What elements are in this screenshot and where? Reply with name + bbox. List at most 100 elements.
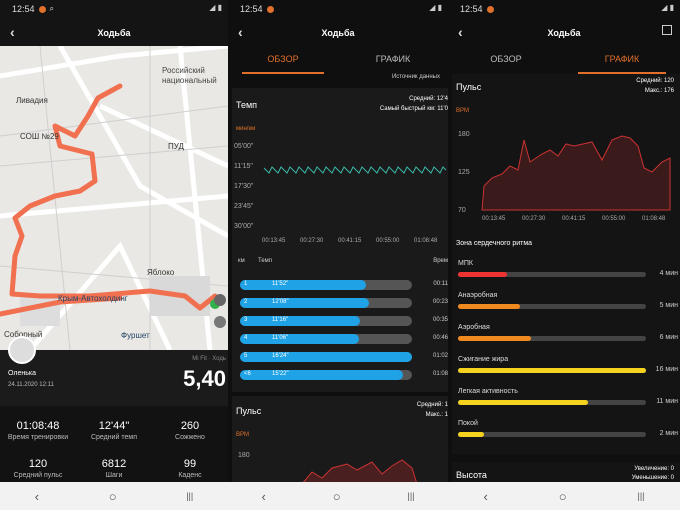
zone-name: Анаэробная [458, 292, 498, 299]
pulse-unit: BPM [456, 108, 470, 114]
pulse-avg: Средний: 1 [416, 402, 448, 408]
map-label: Ливадия [16, 96, 48, 105]
stat-cadence: 99 Каденс [152, 458, 228, 479]
notification-icon [266, 5, 274, 13]
tab-graph[interactable]: ГРАФИК [375, 54, 411, 64]
pulse-chart: 180 125 70 00:13:45 00:27:30 00:41:15 00:55:00… [458, 131, 671, 222]
page-title: Ходьба [97, 28, 131, 38]
nav-recent-button[interactable]: ||| [407, 491, 415, 501]
route-map[interactable]: Российский национальный Ливадия СОШ №29 … [0, 46, 228, 350]
split-pace: 11'16" [272, 317, 289, 323]
map-label: ПУД [168, 142, 184, 151]
pace-x-tick: 01:08:48 [414, 238, 438, 244]
pulse-y-tick: 125 [458, 169, 470, 176]
split-km: <6 [244, 371, 251, 377]
stat-calories: 260 Сожжено [152, 420, 228, 441]
zone-track [458, 304, 646, 309]
split-row: 5 16'24" 01:02 [232, 352, 448, 364]
nav-home-button[interactable]: ○ [332, 488, 341, 504]
pace-x-tick: 00:13:45 [262, 238, 286, 244]
notification-icon [486, 5, 494, 13]
stat-value: 6812 [101, 458, 127, 470]
split-pace: 11'52" [272, 281, 289, 287]
notification-icon [38, 5, 46, 13]
pulse-x-tick: 00:55:00 [602, 216, 626, 222]
map-label: Фуршет [121, 331, 150, 340]
pace-x-tick: 00:27:30 [300, 238, 324, 244]
map-label: Соборный [4, 330, 43, 339]
split-km: 2 [244, 299, 248, 305]
system-nav-bar: ‹ ○ ||| [0, 482, 228, 510]
back-arrow-icon[interactable]: ‹ [10, 24, 15, 40]
split-pace: 12'08" [272, 299, 289, 305]
tab-graph[interactable]: ГРАФИК [564, 48, 680, 74]
zone-row: Покой 2 мин [458, 420, 680, 437]
zone-title: Зона сердечного ритма [456, 240, 533, 247]
tab-overview[interactable]: ОБЗОР [490, 54, 522, 64]
tab-bar: ОБЗОР ГРАФИК [228, 48, 448, 74]
pace-avg: Средний: 12'4 [409, 96, 448, 102]
pulse-title: Пульс [236, 406, 262, 416]
nav-recent-button[interactable]: ||| [637, 491, 645, 501]
pace-y-tick: 05'00" [234, 143, 254, 150]
stats-grid: 01:08:48 Время тренировки 12'44" Средний т… [0, 406, 228, 482]
tab-overview[interactable]: ОБЗОР [228, 48, 338, 74]
split-bar-fill [240, 280, 366, 290]
back-arrow-icon[interactable]: ‹ [458, 24, 463, 40]
page-title: Ходьба [321, 28, 355, 38]
pulse-card: Пульс Средний: 1 Макс.: 1 BPM 180 [232, 396, 448, 486]
stat-label: Средний темп [90, 434, 138, 441]
split-time: 00:23 [432, 299, 448, 305]
zone-track [458, 432, 646, 437]
nav-back-button[interactable]: ‹ [261, 488, 266, 504]
pace-unit: мин/км [236, 126, 256, 132]
zone-fill [458, 432, 485, 437]
back-arrow-icon[interactable]: ‹ [238, 24, 243, 40]
nav-back-button[interactable]: ‹ [483, 488, 488, 504]
nav-home-button[interactable]: ○ [558, 488, 567, 504]
zone-minutes: 5 мин [659, 302, 678, 309]
map-label: Крым-Автохолдинг [58, 294, 128, 303]
zone-fill [458, 368, 646, 373]
eye-icon[interactable] [214, 316, 226, 328]
split-bar-fill [240, 316, 361, 326]
tab-bar: ОБЗОР ГРАФИК [448, 48, 680, 74]
data-source: Mi Fit · Ходь [192, 356, 226, 362]
pulse-x-tick: 00:13:45 [482, 216, 506, 222]
distance-value: 5,40 [183, 366, 226, 391]
stat-steps: 6812 Шаги [76, 458, 152, 479]
page-title: Ходьба [547, 28, 581, 38]
split-time: 00:35 [432, 317, 448, 323]
data-source-label[interactable]: Источник данных [391, 74, 440, 80]
pulse-avg: Средний: 120 [636, 78, 674, 84]
split-time: 01:02 [432, 353, 448, 359]
stat-label: Средний пульс [13, 472, 63, 479]
pace-y-tick: 23'45" [234, 203, 254, 210]
workout-summary-screen: 12:54 ⌕ ◢ ▮ ‹ Ходьба [0, 0, 228, 510]
nav-home-button[interactable]: ○ [108, 488, 117, 504]
split-bar: 5 16'24" [240, 352, 412, 362]
share-icon[interactable] [662, 25, 672, 35]
height-title: Высота [456, 470, 487, 480]
zone-minutes: 11 мин [656, 398, 678, 405]
split-time: 00:11 [433, 281, 448, 287]
app-header: ‹ Ходьба [228, 20, 448, 46]
overview-screen: 12:54 ◢ ▮ ‹ Ходьба ОБЗОР ГРАФИК Источник… [228, 0, 448, 510]
nav-recent-button[interactable]: ||| [186, 491, 194, 501]
height-card: Высота Увеличение: 0 Уменьшение: 0 [452, 462, 680, 484]
status-time: 12:54 [240, 4, 263, 14]
zone-name: Покой [458, 420, 478, 427]
pulse-x-tick: 00:41:15 [562, 216, 586, 222]
stat-label: Шаги [105, 472, 123, 479]
height-up: Увеличение: 0 [634, 466, 674, 472]
layers-button[interactable] [214, 294, 226, 306]
split-bar: <6 15'22" [240, 370, 412, 380]
pulse-max: Макс.: 176 [644, 88, 674, 94]
zone-row: Анаэробная 5 мин [458, 292, 680, 309]
pace-title: Темп [236, 100, 258, 110]
split-row: 4 11'06" 00:46 [232, 334, 448, 346]
nav-back-button[interactable]: ‹ [34, 488, 40, 504]
split-bar-fill [240, 298, 369, 308]
zone-name: Аэробная [458, 324, 490, 331]
pace-y-tick: 11'15" [234, 163, 253, 170]
